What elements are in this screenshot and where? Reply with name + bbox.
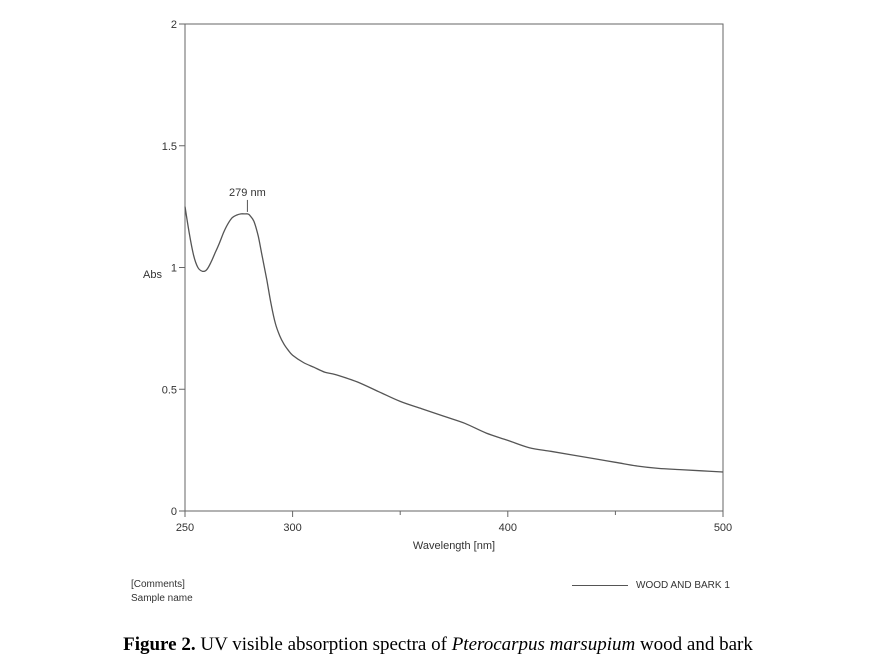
- axis-ticks: [179, 23, 724, 517]
- y-tick-label-4: 2: [171, 19, 177, 31]
- chart: 250 300 400 500 0 0.5 1 1.5 2 Wavelength [nm] Ab…: [143, 19, 732, 552]
- x-axis-title: Wavelength [nm]: [413, 540, 495, 552]
- legend-line-swatch: [572, 585, 628, 586]
- series-line-0: [184, 206, 724, 473]
- peak-label-0: 279 nm: [229, 187, 266, 199]
- comments-label: [Comments]: [131, 579, 185, 590]
- caption-figure-label: Figure 2.: [123, 634, 196, 655]
- y-tick-label-1: 0.5: [162, 384, 177, 396]
- sample-name-label: Sample name: [131, 593, 193, 604]
- caption-text-after: wood and bark: [635, 634, 753, 655]
- caption-text-before: UV visible absorption spectra of: [195, 634, 452, 655]
- x-tick-label-250: 250: [176, 522, 194, 534]
- legend-label: WOOD AND BARK 1: [636, 580, 730, 591]
- plot-area: [184, 23, 724, 512]
- figure-caption: Figure 2. UV visible absorption spectra …: [0, 634, 876, 656]
- y-tick-label-2: 1: [171, 263, 177, 275]
- series-layer: [184, 206, 724, 473]
- annotation-layer: 279 nm: [229, 187, 266, 212]
- legend: WOOD AND BARK 1: [572, 580, 730, 591]
- x-tick-label-500: 500: [714, 522, 732, 534]
- y-tick-label-3: 1.5: [162, 141, 177, 153]
- x-tick-label-300: 300: [283, 522, 301, 534]
- y-axis-title: Abs: [143, 269, 162, 281]
- caption-species-name: Pterocarpus marsupium: [451, 634, 636, 655]
- y-tick-label-0: 0: [171, 506, 177, 518]
- axis-tick-labels: 250 300 400 500 0 0.5 1 1.5 2: [162, 19, 732, 534]
- x-tick-label-400: 400: [499, 522, 517, 534]
